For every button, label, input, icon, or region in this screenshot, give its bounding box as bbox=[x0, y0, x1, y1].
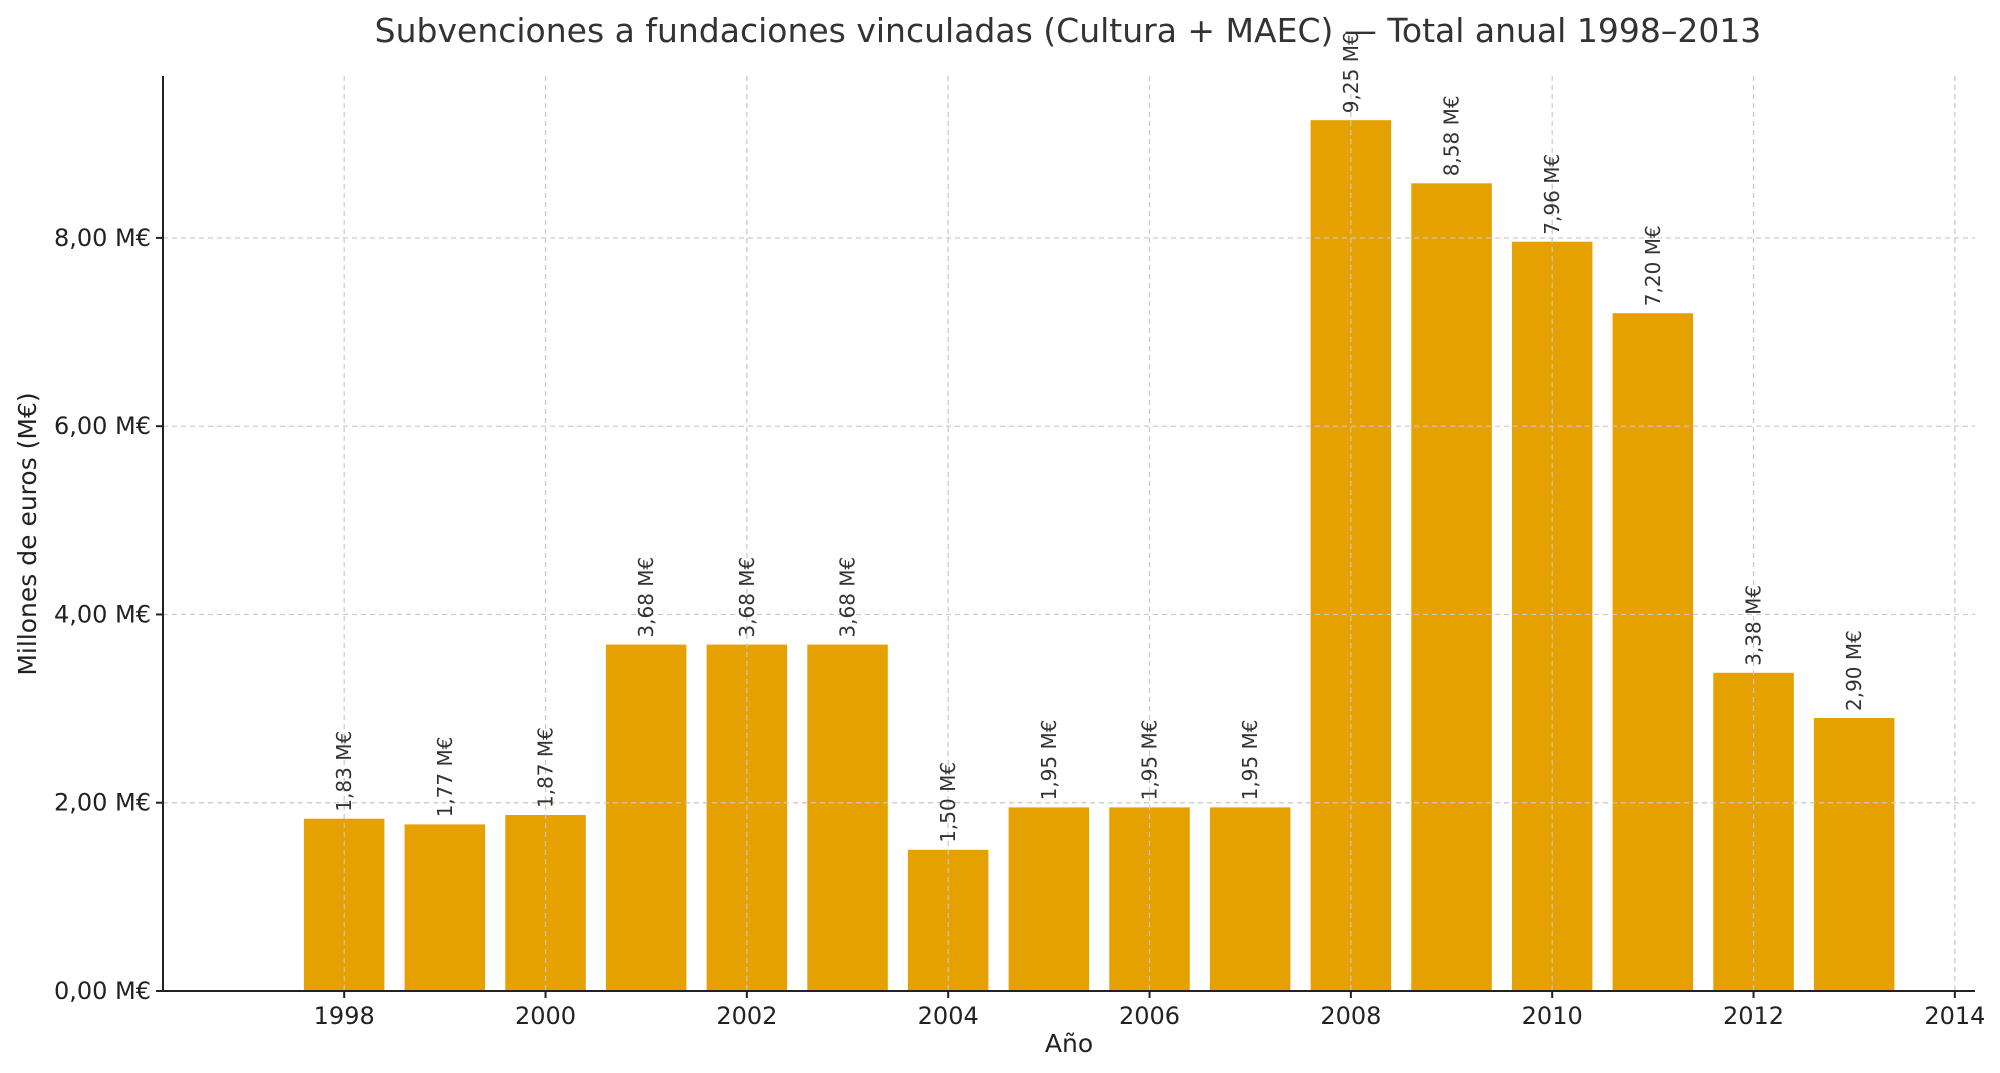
axes-layer bbox=[162, 76, 1975, 992]
x-tick-label: 2010 bbox=[1522, 1002, 1583, 1030]
bar-1999 bbox=[404, 824, 486, 991]
x-ticks-layer: 1998 2000 2002 2004 2006 2008 2010 2012 2014 bbox=[314, 991, 1985, 1030]
bar-2011 bbox=[1612, 313, 1694, 991]
data-label-2010: 7,96 M€ bbox=[1540, 154, 1564, 235]
data-label-2001: 3,68 M€ bbox=[634, 557, 658, 638]
data-label-2006: 1,95 M€ bbox=[1138, 720, 1162, 801]
y-tick-label: 4,00 M€ bbox=[54, 600, 151, 628]
bar-2001 bbox=[605, 644, 687, 991]
y-tick-label: 0,00 M€ bbox=[54, 977, 151, 1005]
y-ticks-layer: 0,00 M€ 2,00 M€ 4,00 M€ 6,00 M€ 8,00 M€ bbox=[54, 224, 163, 1005]
bar-2009 bbox=[1411, 183, 1492, 992]
data-label-2013: 2,90 M€ bbox=[1842, 630, 1866, 711]
bar-2007 bbox=[1209, 807, 1291, 991]
x-tick-label: 2004 bbox=[918, 1002, 979, 1030]
data-label-2002: 3,68 M€ bbox=[735, 557, 759, 638]
data-label-2012: 3,38 M€ bbox=[1742, 585, 1766, 666]
y-axis-label: Millones de euros (M€) bbox=[13, 392, 42, 675]
data-label-2011: 7,20 M€ bbox=[1641, 225, 1665, 306]
data-label-1999: 1,77 M€ bbox=[433, 737, 457, 818]
x-tick-label: 2014 bbox=[1924, 1002, 1985, 1030]
data-labels-layer: 1,83 M€ 1,77 M€ 1,87 M€ 3,68 M€ 3,68 M€ 3,68 … bbox=[332, 32, 1866, 842]
x-tick-label: 2000 bbox=[515, 1002, 576, 1030]
x-tick-label: 1998 bbox=[314, 1002, 375, 1030]
data-label-1998: 1,83 M€ bbox=[332, 731, 356, 812]
data-label-2009: 8,58 M€ bbox=[1440, 95, 1464, 176]
x-tick-label: 2012 bbox=[1723, 1002, 1784, 1030]
data-label-2008: 9,25 M€ bbox=[1339, 32, 1363, 113]
data-label-2000: 1,87 M€ bbox=[534, 727, 558, 808]
y-tick-label: 6,00 M€ bbox=[54, 412, 151, 440]
y-tick-label: 2,00 M€ bbox=[54, 789, 151, 817]
data-label-2003: 3,68 M€ bbox=[836, 557, 860, 638]
bar-2005 bbox=[1008, 807, 1090, 991]
y-tick-label: 8,00 M€ bbox=[54, 224, 151, 252]
data-label-2004: 1,50 M€ bbox=[936, 762, 960, 843]
bar-2013 bbox=[1813, 718, 1895, 991]
chart-title: Subvenciones a fundaciones vinculadas (C… bbox=[375, 11, 1762, 50]
x-tick-label: 2002 bbox=[716, 1002, 777, 1030]
x-tick-label: 2008 bbox=[1320, 1002, 1381, 1030]
x-tick-label: 2006 bbox=[1119, 1002, 1180, 1030]
data-label-2007: 1,95 M€ bbox=[1238, 720, 1262, 801]
bar-2003 bbox=[807, 644, 888, 991]
x-axis-label: Año bbox=[1045, 1029, 1093, 1058]
data-label-2005: 1,95 M€ bbox=[1037, 720, 1061, 801]
